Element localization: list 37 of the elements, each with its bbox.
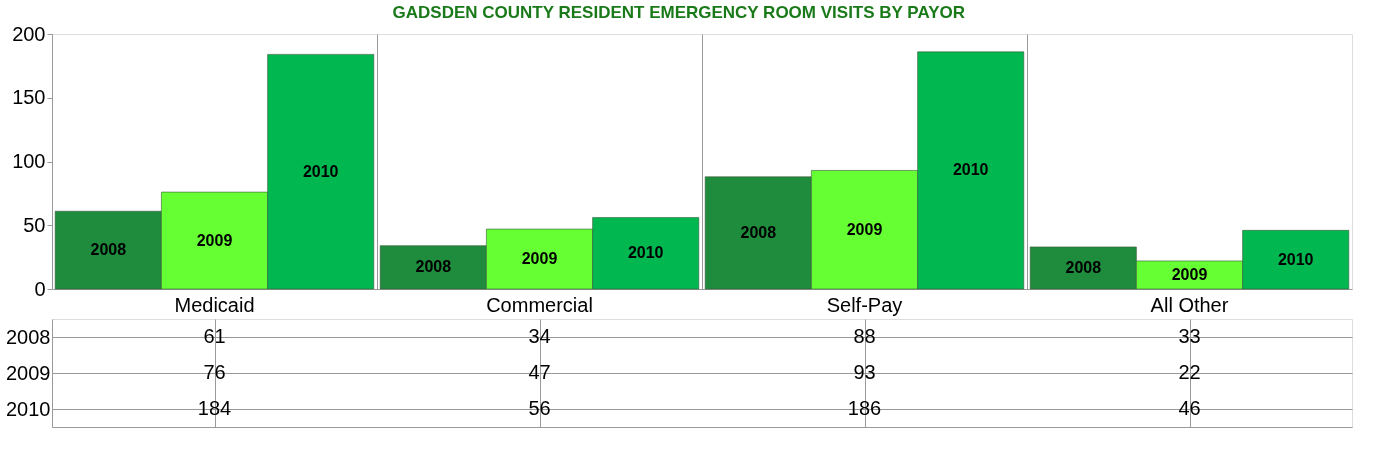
x-tick-label: Medicaid bbox=[174, 293, 255, 316]
x-tick-label: All Other bbox=[1150, 293, 1229, 316]
text: 2008 bbox=[6, 325, 51, 348]
text: 2009 bbox=[521, 250, 558, 268]
text: 2008 bbox=[415, 258, 452, 276]
text: 2010 bbox=[627, 244, 664, 262]
data-label: 33 bbox=[1178, 325, 1201, 347]
text: 2009 bbox=[846, 220, 883, 238]
y-tick-label: 0 bbox=[34, 277, 46, 300]
y-tick-label: 150 bbox=[12, 86, 46, 109]
data-label: 34 bbox=[528, 325, 551, 347]
x-tick-label: Self-Pay bbox=[826, 293, 903, 316]
data-label: 46 bbox=[1178, 397, 1201, 419]
text: 2009 bbox=[196, 231, 233, 249]
data-label: 76 bbox=[203, 361, 226, 383]
x-tick-label: Commercial bbox=[486, 293, 593, 316]
text: 2008 bbox=[90, 241, 127, 259]
data-label: 93 bbox=[853, 361, 876, 383]
data-label: 61 bbox=[203, 325, 226, 347]
y-tick-label: 200 bbox=[12, 22, 46, 45]
series-label: 2010 bbox=[1277, 250, 1314, 268]
chart-title: GADSDEN COUNTY RESIDENT EMERGENCY ROOM VISITS BY PAYOR bbox=[392, 2, 965, 22]
data-label: 186 bbox=[847, 397, 882, 419]
y-tick-label: 100 bbox=[12, 150, 46, 172]
data-label: 184 bbox=[197, 397, 232, 419]
text: 2010 bbox=[302, 162, 339, 180]
data-label: 47 bbox=[528, 361, 551, 383]
series-label: 2008 bbox=[1065, 258, 1102, 276]
text: 2008 bbox=[740, 223, 777, 241]
data-label: 56 bbox=[528, 397, 551, 419]
data-label: 88 bbox=[853, 325, 876, 347]
data-label: 22 bbox=[1178, 361, 1201, 383]
series-label: 2009 bbox=[1171, 265, 1208, 283]
text: 2010 bbox=[6, 397, 51, 420]
y-tick-label: 50 bbox=[23, 213, 46, 236]
text: 2010 bbox=[952, 161, 989, 179]
text: 2009 bbox=[6, 361, 51, 384]
